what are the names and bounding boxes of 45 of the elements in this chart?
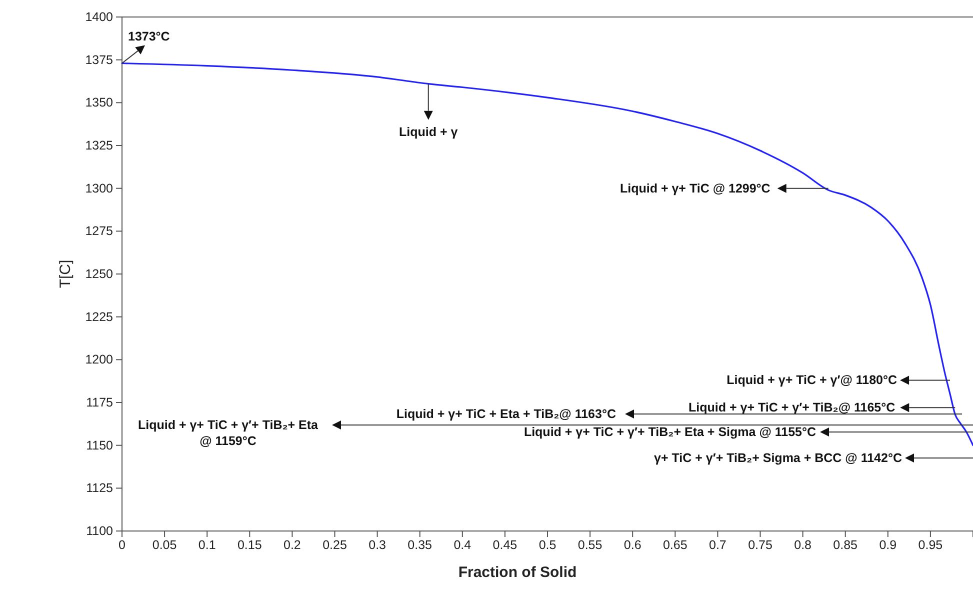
y-tick-label: 1125 xyxy=(86,481,114,496)
x-tick-label: 0.65 xyxy=(662,538,688,552)
annotation: Liquid + γ xyxy=(399,124,458,139)
annotation: Liquid + γ+ TiC + γ′@ 1180°C xyxy=(726,373,898,388)
x-tick-label: 0.35 xyxy=(408,538,432,552)
x-tick-label: 0.55 xyxy=(578,538,602,552)
y-tick-label: 1175 xyxy=(86,396,114,410)
x-tick-label: 0 xyxy=(118,538,126,552)
y-tick-label: 1375 xyxy=(85,52,114,67)
x-tick-label: 0.5 xyxy=(538,538,556,552)
y-axis-title: T[C] xyxy=(57,260,74,288)
y-tick-label: 1300 xyxy=(85,181,114,196)
x-tick-label: 0.75 xyxy=(748,538,772,552)
x-tick-label: 0.85 xyxy=(833,538,858,552)
y-tick-label: 1200 xyxy=(85,352,114,367)
line-series xyxy=(121,62,973,446)
x-tick-label: 0.8 xyxy=(794,538,812,552)
y-tick-label: 1400 xyxy=(85,10,114,24)
x-axis-title: Fraction of Solid xyxy=(458,564,577,581)
x-tick-label: 0.45 xyxy=(492,538,518,552)
y-tick-label: 1100 xyxy=(86,524,114,538)
annotation: 1373°C xyxy=(128,29,170,44)
x-tick-label: 0.1 xyxy=(198,538,216,552)
x-tick-label: 0.6 xyxy=(624,538,642,552)
y-tick-label: 1350 xyxy=(85,96,114,110)
annotation: Liquid + γ+ TiC @ 1299°C xyxy=(620,181,770,196)
annotation: γ+ TiC + γ′+ TiB₂+ Sigma + BCC @ 1142°C xyxy=(654,451,902,465)
x-tick-label: 0.25 xyxy=(322,538,347,552)
x-tick-label: 0.4 xyxy=(454,538,472,552)
x-tick-label: 0.2 xyxy=(284,538,301,552)
x-tick-label: 0.7 xyxy=(709,538,726,552)
y-tick-label: 1275 xyxy=(85,224,114,238)
x-tick-label: 0.15 xyxy=(237,538,262,552)
y-tick-label: 1150 xyxy=(86,438,114,452)
annotation: Liquid + γ+ TiC + γ′+ TiB₂+ Eta + Sigma @ 1155°C xyxy=(524,425,816,439)
annotation: Liquid + γ+ TiC + γ′+ TiB₂+ Eta @ 1159°C xyxy=(138,418,320,448)
x-tick-label: 0.9 xyxy=(879,538,897,552)
annotation: Liquid + γ+ TiC + Eta + TiB₂@ 1163°C xyxy=(396,407,616,421)
y-tick-label: 1250 xyxy=(85,267,114,281)
x-tick-label: 0.95 xyxy=(918,538,943,552)
x-tick-label: 0.3 xyxy=(368,538,386,552)
y-tick-label: 1225 xyxy=(85,310,114,324)
annotation: Liquid + γ+ TiC + γ′+ TiB₂@ 1165°C xyxy=(688,400,896,415)
x-tick-label: 0.05 xyxy=(152,538,177,552)
y-tick-label: 1325 xyxy=(85,138,114,152)
